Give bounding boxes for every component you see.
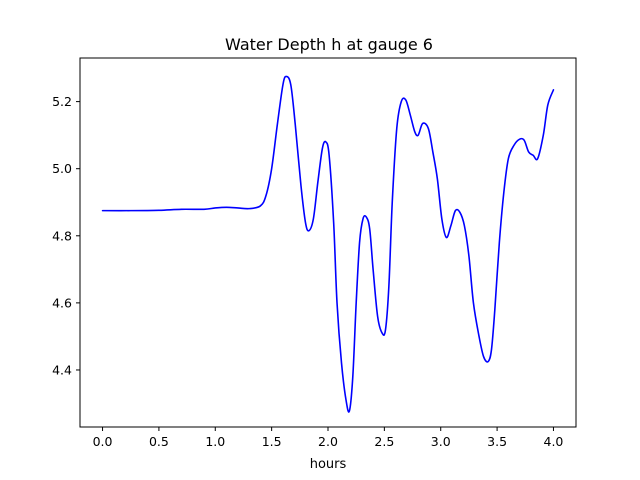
y-tick-label: 5.0 (52, 161, 72, 176)
plot-area (79, 57, 577, 428)
x-tick-label: 0.0 (93, 434, 113, 449)
x-axis: 0.0 0.5 1.0 1.5 2.0 2.5 3.0 3.5 4.0 (93, 427, 564, 449)
y-tick-label: 4.6 (52, 295, 72, 310)
x-tick-label: 3.5 (487, 434, 507, 449)
x-tick-label: 2.0 (318, 434, 338, 449)
x-tick-label: 0.5 (149, 434, 169, 449)
y-tick-label: 4.8 (52, 228, 72, 243)
y-tick-label: 5.2 (52, 94, 72, 109)
x-tick-label: 3.0 (431, 434, 451, 449)
x-tick-label: 4.0 (544, 434, 564, 449)
axes-frame (79, 57, 577, 428)
y-tick-label: 4.4 (52, 362, 72, 377)
x-tick-label: 1.5 (262, 434, 282, 449)
y-axis: 4.4 4.6 4.8 5.0 5.2 (52, 94, 80, 377)
series-line (101, 75, 555, 413)
x-tick-label: 1.0 (205, 434, 225, 449)
chart-title: Water Depth h at gauge 6 (225, 35, 433, 54)
x-tick-label: 2.5 (374, 434, 394, 449)
x-axis-label: hours (310, 457, 347, 472)
